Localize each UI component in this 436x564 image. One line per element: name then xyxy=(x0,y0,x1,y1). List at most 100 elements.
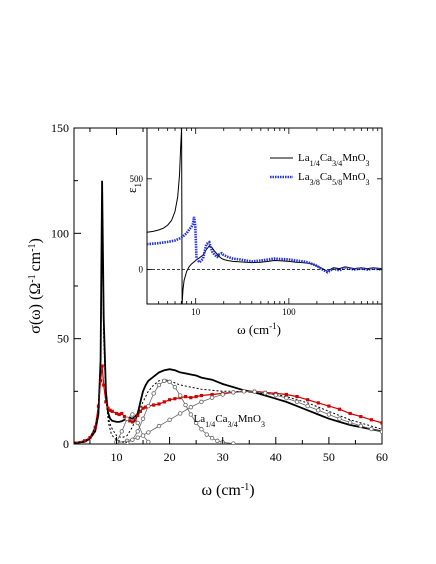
fit-mid-component-point xyxy=(199,427,204,432)
fit-broad-component-point xyxy=(379,429,382,434)
eps-x-three-eighths-line xyxy=(147,216,382,274)
data-x-three-eighths-point xyxy=(199,393,204,398)
fit-mid-component-point xyxy=(146,403,151,409)
data-x-three-eighths-point xyxy=(122,415,127,419)
data-x-three-eighths-point xyxy=(162,400,166,404)
fit-broad-component-point xyxy=(273,392,278,398)
fit-mid-component-point xyxy=(178,393,183,398)
data-x-three-eighths-point xyxy=(144,405,148,409)
inset-y-tick-label: 0 xyxy=(139,265,144,275)
fit-broad-component-point xyxy=(146,430,151,435)
data-x-three-eighths-point xyxy=(327,404,331,408)
inset-axis-ticks: 10 100 0 500 xyxy=(130,128,382,317)
fit-small-component-point xyxy=(140,433,146,438)
main-y-tick-label: 0 xyxy=(63,437,69,451)
fit-broad-component-point xyxy=(358,423,363,429)
data-x-three-eighths-point xyxy=(108,408,112,412)
material-annotation: La1/4Ca3/4MnO3 xyxy=(193,413,265,429)
fit-mid-component-point xyxy=(188,412,194,417)
fit-broad-component-point xyxy=(347,420,353,425)
data-x-three-eighths-point xyxy=(98,379,103,383)
data-x-three-eighths-point xyxy=(284,392,289,397)
fit-small-component-point xyxy=(130,412,135,417)
inset-x-tick-label: 10 xyxy=(191,307,201,317)
data-x-three-eighths-point xyxy=(130,420,135,424)
fit-mid-component-point xyxy=(167,379,172,385)
fit-broad-component-point xyxy=(305,403,310,409)
fit-mid-component-point xyxy=(156,382,162,388)
data-x-three-eighths-point xyxy=(189,396,193,400)
main-y-tick-label: 150 xyxy=(51,121,69,135)
fit-mid-component-point xyxy=(140,416,146,421)
fit-broad-component-point xyxy=(156,423,162,429)
main-x-tick-label: 30 xyxy=(217,450,229,464)
main-x-tick-label: 10 xyxy=(110,450,122,464)
main-y-tick-label: 50 xyxy=(57,332,69,346)
fit-broad-component-point xyxy=(135,435,140,440)
fit-broad-component-point xyxy=(220,392,225,397)
data-x-three-eighths-point xyxy=(316,401,320,405)
fit-broad-component-point xyxy=(294,399,300,405)
data-x-three-eighths-point xyxy=(133,418,137,422)
data-x-three-eighths-point xyxy=(337,407,342,411)
data-x-three-eighths-point xyxy=(138,409,142,413)
inset-x-axis-label: ω (cm-1) xyxy=(237,321,281,337)
fit-mid-component-point xyxy=(183,402,188,408)
data-x-three-eighths-point xyxy=(369,418,373,422)
fit-small-component-point xyxy=(146,439,151,444)
main-x-tick-label: 60 xyxy=(376,450,388,464)
fit-broad-component-point xyxy=(167,417,172,422)
inset-y-axis-label: ε1 xyxy=(124,183,143,193)
fit-total-line xyxy=(74,212,382,444)
data-x-three-eighths-point xyxy=(110,409,114,413)
fit-broad-component-point xyxy=(178,411,183,416)
main-y-tick-label: 100 xyxy=(51,226,69,240)
data-x-three-eighths-point xyxy=(306,398,310,402)
data-x-three-eighths-point xyxy=(96,404,101,408)
data-x-three-eighths-point xyxy=(348,411,352,416)
data-x-three-eighths-point xyxy=(152,403,156,407)
fit-mid-component-point xyxy=(135,429,140,434)
main-y-axis-label: σ(ω) (Ω-1cm-1) xyxy=(27,238,45,334)
inset-plot: 10 100 0 500 La1/4Ca3/4MnO3 La3/8Ca5/8MnO3 ω… xyxy=(124,127,383,337)
fit-broad-component-point xyxy=(284,395,289,401)
fit-mid-component-point xyxy=(231,441,236,444)
data-x-three-eighths-point xyxy=(167,398,172,402)
data-x-three-eighths-point xyxy=(173,397,177,401)
fit-broad-component-point xyxy=(252,389,257,394)
fit-mid-component-point xyxy=(172,384,178,390)
data-x-three-eighths-point xyxy=(359,415,363,419)
fit-mid-component-point xyxy=(209,435,215,441)
fit-small-component-point xyxy=(124,416,130,421)
fit-narrow-component-line xyxy=(74,222,128,444)
fit-mid-component-point xyxy=(204,432,209,437)
legend-label: La3/8Ca5/8MnO3 xyxy=(298,171,370,187)
fit-broad-component-point xyxy=(199,399,204,405)
fit-broad-component-point xyxy=(209,395,215,400)
fit-small-component-point xyxy=(135,420,140,426)
fit-mid-component-point xyxy=(151,391,156,396)
fit-mid-component-point xyxy=(130,437,135,442)
fit-broad-component-point xyxy=(188,404,194,410)
data-x-three-eighths-point xyxy=(157,402,161,406)
data-x-three-eighths-point xyxy=(380,421,382,425)
fit-broad-component-point xyxy=(262,390,268,396)
fit-broad-component-point xyxy=(231,390,236,395)
inset-y-tick-label: 500 xyxy=(130,174,144,184)
data-x-three-eighths-point xyxy=(194,395,198,399)
fit-broad-component-point xyxy=(337,416,342,421)
fit-broad-component-point xyxy=(369,426,374,432)
fit-mid-component-point xyxy=(193,420,199,426)
fit-broad-component-point xyxy=(316,408,321,413)
data-x-three-eighths-point xyxy=(120,411,124,416)
fit-broad-component-point xyxy=(241,389,247,394)
data-x-three-eighths-point xyxy=(83,439,87,443)
data-x-three-eighths-point xyxy=(141,406,145,410)
data-x-three-eighths-point xyxy=(136,413,140,418)
fit-mid-component-point xyxy=(215,438,220,444)
main-x-tick-label: 40 xyxy=(270,450,282,464)
data-x-three-eighths-point xyxy=(128,419,132,423)
main-series-layer xyxy=(74,180,382,444)
fit-small-component-point xyxy=(119,429,124,434)
